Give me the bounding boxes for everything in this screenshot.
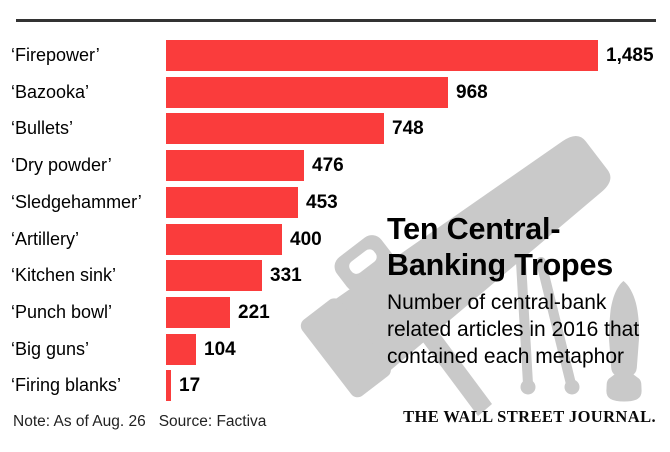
chart-title-line2: Banking Tropes (387, 248, 613, 282)
bar-value-label: 748 (392, 118, 424, 139)
chart-row: ‘Big guns’ 104 (0, 334, 670, 365)
bar (166, 40, 598, 71)
bar (166, 260, 262, 291)
chart-row: ‘Artillery’ 400 (0, 224, 670, 255)
chart-row: ‘Punch bowl’ 221 (0, 297, 670, 328)
chart-row: ‘Kitchen sink’ 331 (0, 260, 670, 291)
bar-value-label: 1,485 (606, 45, 654, 66)
bar-value-label: 17 (179, 375, 201, 396)
bar-category-label: ‘Big guns’ (11, 339, 90, 359)
bar-category-label: ‘Firing blanks’ (11, 375, 122, 395)
chart-row: ‘Bazooka’ 968 (0, 77, 670, 108)
bar-category-label: ‘Artillery’ (11, 229, 80, 249)
bar-category-label: ‘Sledgehammer’ (11, 192, 142, 212)
bar-category-label: ‘Kitchen sink’ (11, 265, 117, 285)
chart-row: ‘Dry powder’ 476 (0, 150, 670, 181)
bar (166, 150, 304, 181)
bar (166, 297, 230, 328)
chart-row: ‘Sledgehammer’ 453 (0, 187, 670, 218)
bar-category-label: ‘Dry powder’ (11, 155, 112, 175)
bar (166, 187, 298, 218)
chart-row: ‘Bullets’ 748 (0, 113, 670, 144)
bar-value-label: 453 (306, 192, 338, 213)
bar (166, 370, 171, 401)
chart-title-line1: Ten Central- (387, 212, 561, 246)
top-rule (16, 19, 656, 22)
bar-category-label: ‘Punch bowl’ (11, 302, 113, 322)
source-text: Source: Factiva (158, 413, 267, 430)
bar-value-label: 400 (290, 229, 322, 250)
bar-category-label: ‘Firepower’ (11, 45, 100, 65)
footnote: Note: As of Aug. 26 Source: Factiva (13, 413, 266, 431)
bar-value-label: 476 (312, 155, 344, 176)
chart-row: ‘Firing blanks’ 17 (0, 370, 670, 401)
bar-category-label: ‘Bullets’ (11, 118, 74, 138)
bar (166, 224, 282, 255)
bar-value-label: 968 (456, 82, 488, 103)
note-text: Note: As of Aug. 26 (13, 413, 146, 430)
bar (166, 334, 196, 365)
bar-value-label: 104 (204, 339, 236, 360)
chart-row: ‘Firepower’ 1,485 (0, 40, 670, 71)
bar-category-label: ‘Bazooka’ (11, 82, 90, 102)
chart-subtitle-line2: related articles in 2016 that (387, 318, 640, 341)
bar (166, 113, 384, 144)
bar-value-label: 221 (238, 302, 270, 323)
chart-subtitle-line3: contained each metaphor (387, 345, 624, 368)
bar (166, 77, 448, 108)
chart-subtitle-line1: Number of central-bank (387, 291, 607, 314)
bar-value-label: 331 (270, 265, 302, 286)
chart-title: Ten Central- Banking Tropes (387, 211, 613, 283)
wsj-logotype: THE WALL STREET JOURNAL. (403, 407, 656, 426)
chart-subtitle: Number of central-bank related articles … (387, 289, 639, 370)
